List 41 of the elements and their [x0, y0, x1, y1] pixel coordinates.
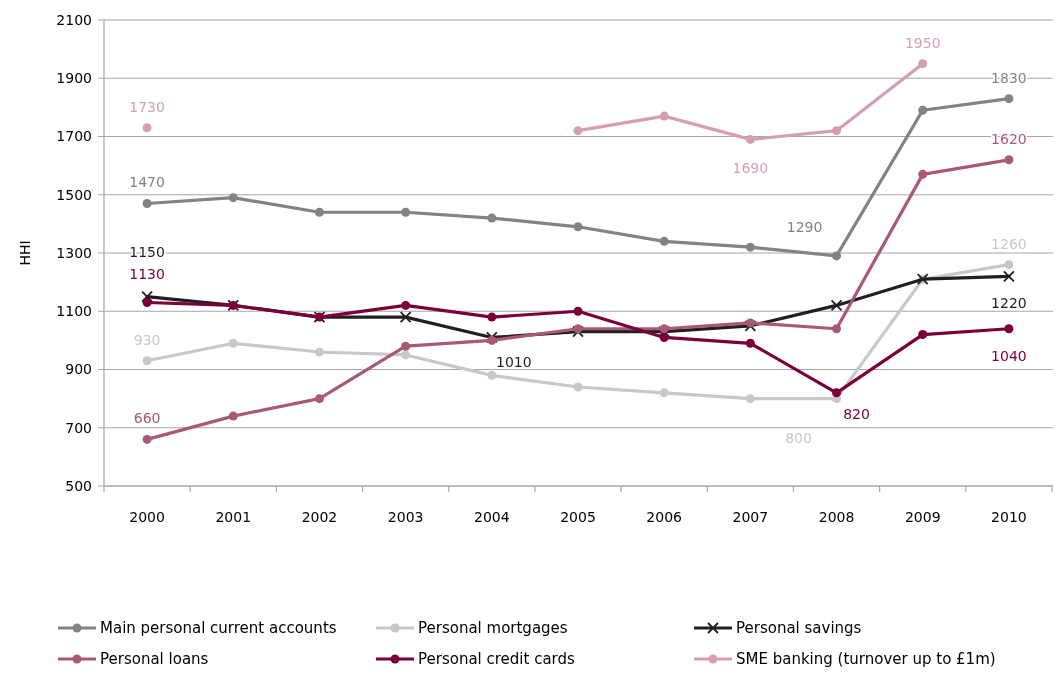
- x-tick-label: 2001: [215, 509, 252, 525]
- legend-label: Personal savings: [736, 619, 862, 638]
- y-tick-label: 1900: [56, 70, 92, 87]
- x-tick-label: 2009: [904, 509, 941, 525]
- data-label: 1950: [904, 34, 941, 51]
- x-tick-label: 2004: [474, 509, 510, 525]
- x-tick-label: 2003: [387, 509, 424, 525]
- legend-label: Personal mortgages: [418, 619, 568, 638]
- y-tick-label: 1500: [56, 186, 92, 203]
- y-tick-label: 900: [65, 361, 92, 378]
- data-label: 1730: [129, 98, 165, 115]
- legend-label: Main personal current accounts: [100, 619, 337, 638]
- legend-label: SME banking (turnover up to £1m): [736, 650, 996, 669]
- x-tick-label: 2000: [129, 509, 165, 525]
- data-label: 1620: [991, 130, 1027, 147]
- y-tick-label: 2100: [56, 11, 92, 28]
- y-axis-title: HHI: [17, 240, 33, 266]
- y-tick-label: 1300: [56, 244, 92, 261]
- data-label: 1150: [129, 243, 165, 260]
- data-label: 1470: [129, 174, 165, 191]
- data-label: 1690: [732, 160, 769, 177]
- data-label: 820: [843, 405, 870, 422]
- data-label: 1130: [129, 265, 165, 282]
- y-tick-label: 700: [65, 419, 92, 436]
- y-tick-label: 1700: [56, 128, 92, 145]
- data-label: 1290: [786, 218, 823, 235]
- x-tick-label: 2007: [732, 509, 769, 525]
- data-label: 1010: [496, 354, 532, 371]
- x-tick-label: 2002: [301, 509, 338, 525]
- y-tick-label: 500: [65, 477, 92, 494]
- x-tick-label: 2005: [560, 509, 596, 525]
- legend-label: Personal loans: [100, 650, 209, 669]
- y-tick-label: 1100: [56, 303, 92, 320]
- x-tick-label: 2006: [646, 509, 683, 525]
- x-tick-label: 2008: [818, 509, 855, 525]
- x-tick-label: 2010: [991, 509, 1027, 525]
- data-label: 1040: [991, 347, 1027, 364]
- legend-label: Personal credit cards: [418, 650, 576, 669]
- data-label: 660: [133, 410, 161, 427]
- data-label: 1220: [991, 295, 1027, 312]
- data-label: 1830: [991, 69, 1027, 86]
